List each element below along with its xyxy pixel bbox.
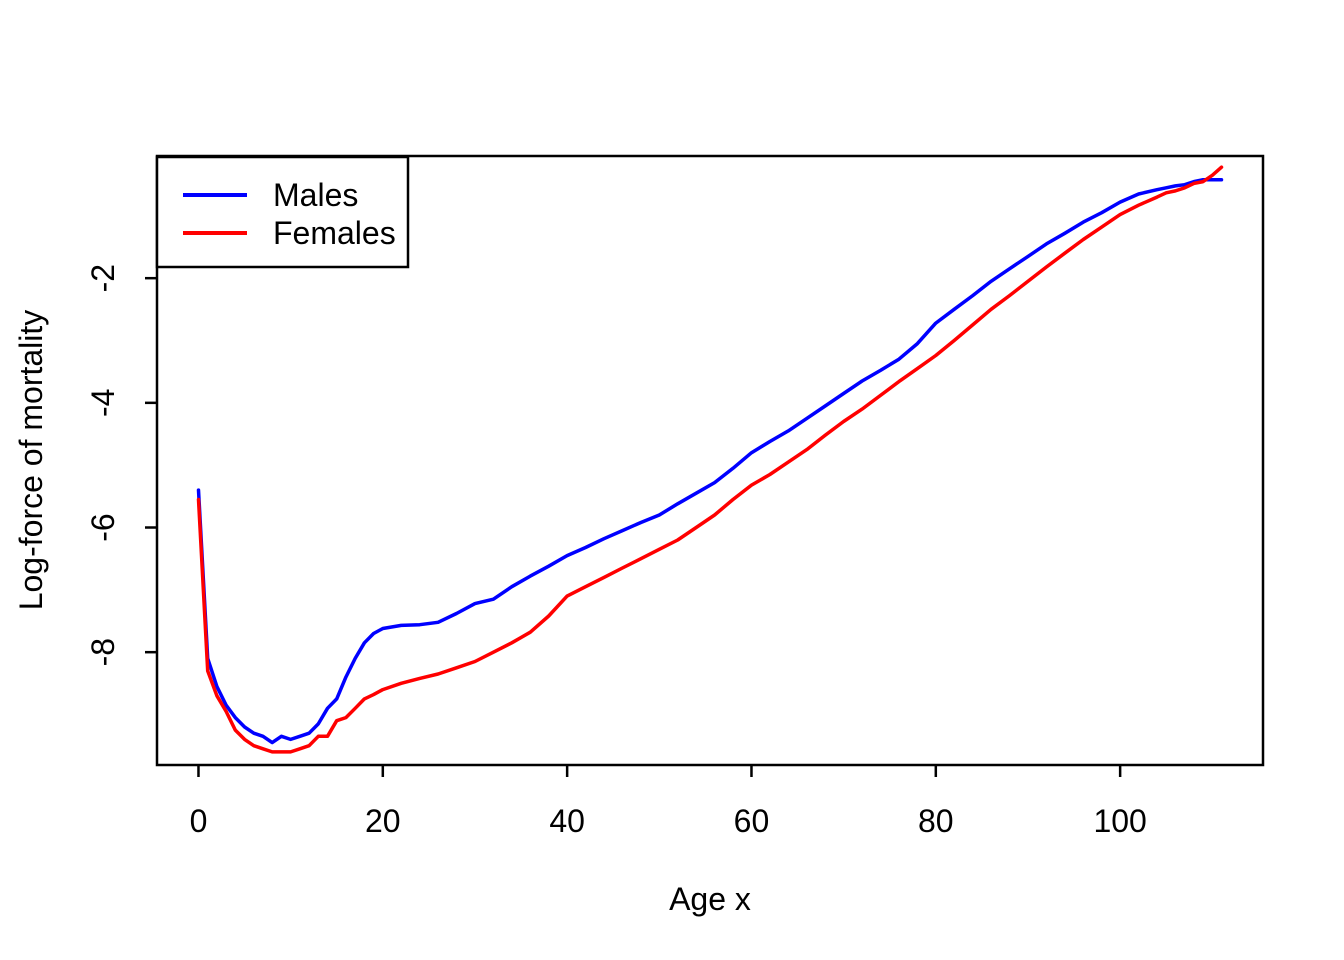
x-axis: 0 20 40 60 80 100 — [190, 765, 1147, 839]
x-tick-label: 0 — [190, 803, 208, 839]
x-tick-label: 40 — [549, 803, 585, 839]
y-tick-label: -8 — [85, 638, 121, 666]
y-tick-label: -6 — [85, 513, 121, 541]
plot-border — [155, 154, 1265, 767]
males-legend-label: Males — [273, 177, 358, 213]
x-tick-label: 100 — [1093, 803, 1146, 839]
males-line — [196, 177, 1224, 745]
series-group — [196, 165, 1224, 754]
y-tick-label: -4 — [85, 389, 121, 417]
legend-box — [155, 155, 410, 269]
y-tick-label: -2 — [85, 264, 121, 292]
x-axis-title: Age x — [669, 881, 751, 917]
x-tick-label: 20 — [365, 803, 401, 839]
y-axis: -8 -6 -4 -2 — [85, 264, 157, 666]
females-line — [196, 165, 1224, 754]
x-tick-label: 80 — [918, 803, 954, 839]
legend: Males Females — [155, 155, 410, 269]
y-axis-title: Log-force of mortality — [13, 310, 49, 611]
females-legend-label: Females — [273, 215, 396, 251]
x-tick-label: 60 — [734, 803, 770, 839]
